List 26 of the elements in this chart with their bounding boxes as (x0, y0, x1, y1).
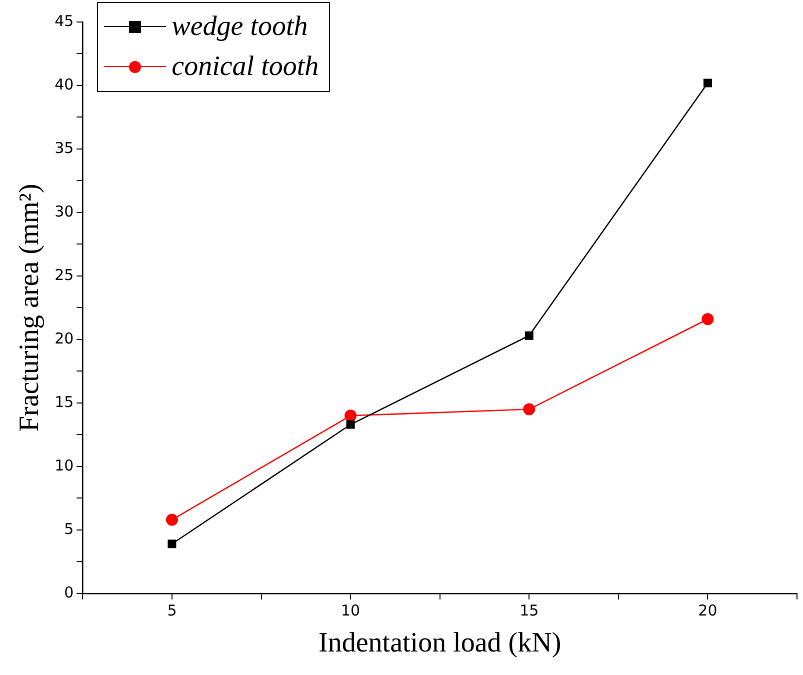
legend-label: conical tooth (172, 51, 319, 83)
y-tick-label: 5 (64, 520, 74, 538)
y-tick-label: 0 (64, 583, 74, 602)
x-tick-label: 5 (167, 601, 177, 620)
x-axis-title: Indentation load (kN) (318, 628, 562, 659)
y-tick-label: 10 (54, 456, 74, 474)
point (702, 313, 714, 326)
y-tick-label: 25 (54, 266, 74, 284)
y-axis-title: Fracturing area (mm²) (14, 184, 46, 432)
point (166, 514, 178, 526)
x-tick-label: 15 (520, 601, 539, 620)
point (524, 331, 534, 340)
y-tick-label: 40 (54, 75, 74, 94)
point (703, 78, 712, 88)
x-tick-label: 10 (341, 601, 360, 620)
y-tick-label: 20 (54, 329, 74, 348)
y-tick-label: 45 (54, 12, 74, 30)
y-tick-label: 30 (54, 202, 74, 220)
point (523, 403, 536, 416)
point (346, 420, 355, 429)
y-tick-label: 35 (54, 138, 74, 157)
x-tick-label: 20 (698, 601, 718, 620)
point (168, 540, 176, 548)
legend-label: wedge tooth (172, 11, 308, 43)
y-tick-label: 15 (54, 392, 74, 411)
point (344, 410, 357, 422)
